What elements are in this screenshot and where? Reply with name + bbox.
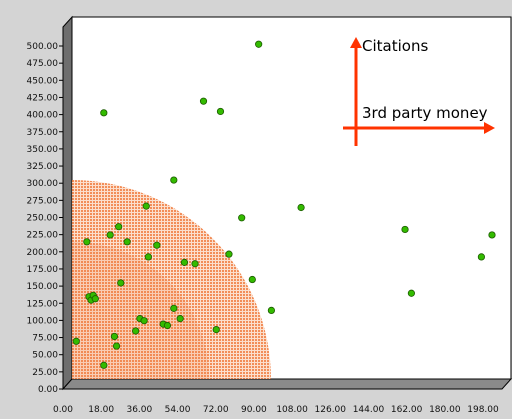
data-point [153,241,161,249]
data-point [100,361,108,369]
data-point [170,176,178,184]
money-annotation: 3rd party money [343,104,495,134]
data-point [123,238,131,246]
y-tick-label: 125.00 [27,299,59,309]
y-tick-label: 200.00 [27,248,59,258]
data-point [216,107,225,116]
y-tick-label: 25.00 [32,368,58,378]
x-tick-label: 108.00 [276,405,308,415]
x-tick-label: 162.00 [391,405,423,415]
horizontal-arrowhead-icon [484,122,495,134]
data-point [144,253,152,261]
y-tick-label: 175.00 [27,265,59,275]
data-point [176,315,184,323]
x-tick-label: 198.00 [467,405,499,415]
data-point [401,225,409,234]
data-point [407,289,415,297]
data-point [110,332,119,341]
data-point [132,327,140,335]
x-tick-label: 0.00 [53,405,73,415]
y-tick-label: 100.00 [27,316,59,326]
x-tick-label: 180.00 [429,405,461,415]
highlight-region [72,180,271,379]
vertical-arrowhead-icon [350,37,362,48]
y-tick-label: 450.00 [27,76,59,86]
data-point [142,202,150,210]
data-point [199,97,208,105]
data-point [180,258,189,266]
y-tick-label: 0.00 [38,385,58,395]
data-point [170,304,178,312]
data-point [225,250,233,258]
data-point [477,253,485,261]
y-tick-label: 50.00 [32,351,58,361]
y-tick-label: 400.00 [27,111,59,121]
x-tick-label: 144.00 [353,405,385,415]
data-point [191,260,199,268]
y-tick-label: 475.00 [27,59,59,69]
data-point [117,279,125,287]
data-point [248,275,256,284]
money-label: 3rd party money [362,104,488,122]
data-point [83,238,91,246]
x-tick-label: 54.00 [165,405,191,415]
x-tick-label: 18.00 [88,405,114,415]
x-tick-label: 90.00 [241,405,267,415]
data-point [212,326,220,334]
floor [61,378,512,390]
data-point [163,321,172,330]
data-point [297,203,305,212]
y-tick-label: 275.00 [27,196,59,206]
data-point [140,317,148,325]
left-wall [62,15,73,391]
data-point [72,337,80,345]
data-point [255,40,263,48]
x-tick-label: 126.00 [315,405,347,415]
data-point [267,306,275,314]
data-point [488,231,496,239]
y-tick-label: 375.00 [27,128,59,138]
x-tick-label: 36.00 [126,405,152,415]
data-point [238,214,246,222]
outer-region [72,180,271,379]
data-point [115,223,123,231]
y-tick-label: 75.00 [32,334,58,344]
data-point [100,109,108,117]
y-tick-label: 150.00 [27,282,59,292]
x-tick-label: 72.00 [203,405,229,415]
citations-label: Citations [362,37,428,55]
y-tick-label: 350.00 [27,145,59,155]
y-tick-label: 500.00 [27,42,59,52]
data-point [112,342,121,350]
inner-region [72,241,210,379]
y-tick-label: 225.00 [27,231,59,241]
data-point [106,231,114,239]
y-tick-label: 300.00 [27,179,59,189]
y-tick-label: 250.00 [27,214,59,224]
y-tick-label: 325.00 [27,162,59,172]
data-point [91,295,99,303]
y-tick-label: 425.00 [27,93,59,103]
